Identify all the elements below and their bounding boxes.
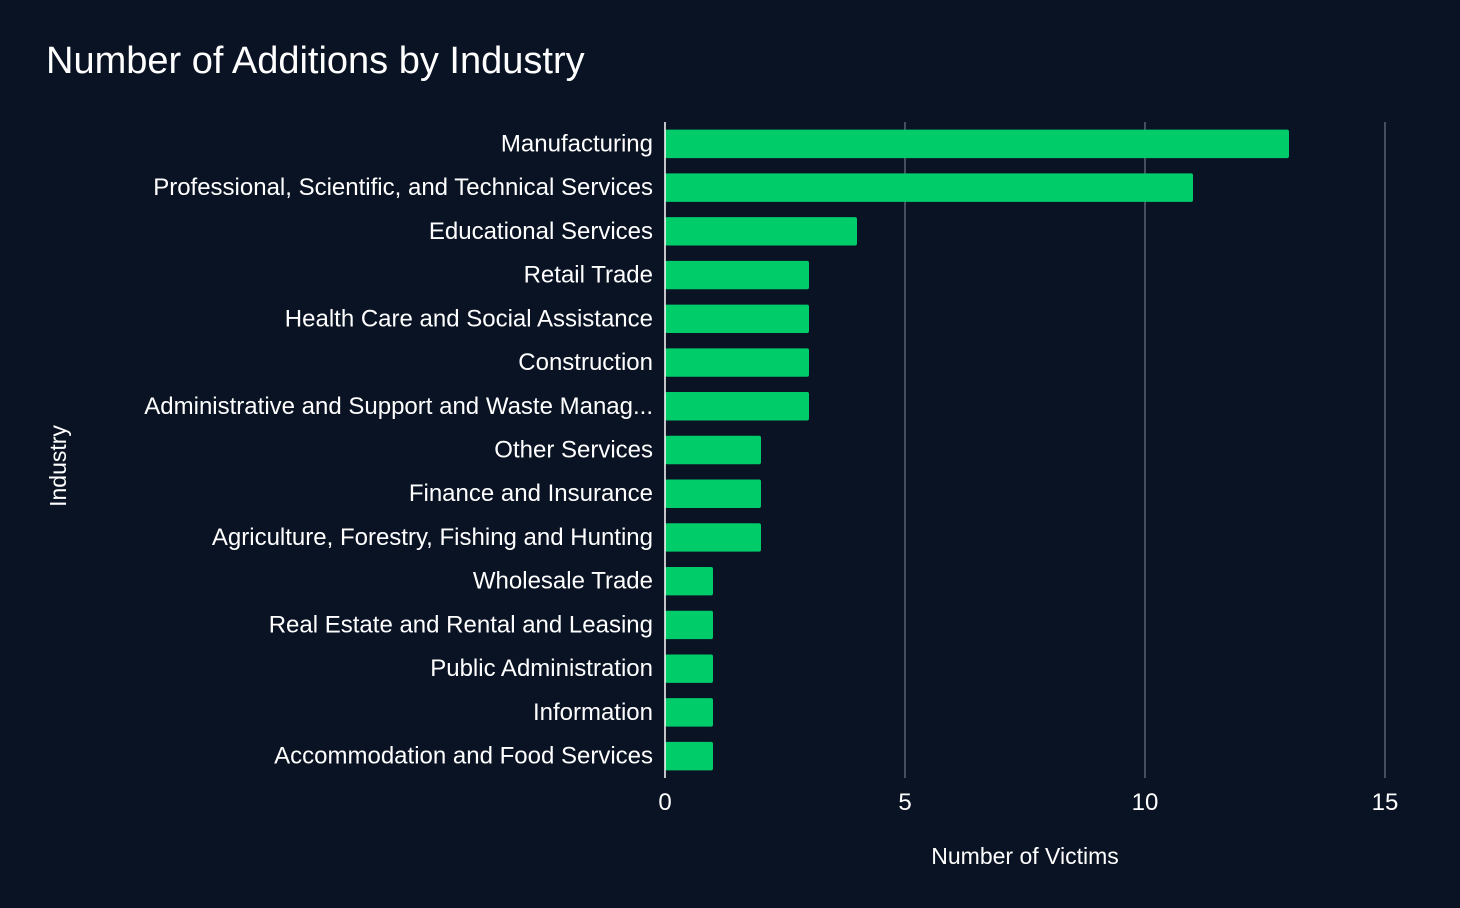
category-label: Retail Trade	[524, 262, 653, 289]
category-label: Agriculture, Forestry, Fishing and Hunti…	[212, 524, 653, 551]
category-label: Manufacturing	[501, 130, 653, 157]
y-axis-title: Industry	[45, 425, 71, 507]
bar	[665, 173, 1193, 202]
bar	[665, 392, 809, 421]
x-tick-labels: 0 5 10 15	[658, 789, 1398, 816]
x-tick-label: 15	[1372, 789, 1399, 816]
bar	[665, 304, 809, 334]
x-tick-label: 10	[1132, 789, 1159, 816]
category-label: Administrative and Support and Waste Man…	[144, 393, 653, 420]
bar	[665, 741, 713, 771]
bar	[665, 348, 809, 377]
bar	[665, 523, 761, 552]
category-label: Information	[533, 699, 653, 726]
category-label: Other Services	[494, 437, 653, 464]
bar	[665, 654, 713, 683]
category-label: Finance and Insurance	[409, 480, 653, 507]
category-label: Accommodation and Food Services	[274, 743, 653, 770]
bar	[665, 698, 713, 727]
category-labels: Manufacturing Professional, Scientific, a…	[144, 130, 653, 769]
category-label: Educational Services	[429, 218, 653, 245]
bar	[665, 435, 761, 465]
category-label: Health Care and Social Assistance	[285, 305, 653, 332]
bar	[665, 260, 809, 290]
bar	[665, 479, 761, 508]
x-tick-label: 0	[658, 789, 671, 816]
category-label: Construction	[518, 349, 653, 376]
bars	[665, 129, 1289, 771]
category-label: Professional, Scientific, and Technical …	[153, 174, 653, 201]
category-label: Real Estate and Rental and Leasing	[269, 611, 653, 638]
category-label: Wholesale Trade	[473, 568, 653, 595]
chart-title: Number of Additions by Industry	[46, 40, 585, 82]
bar	[665, 129, 1289, 159]
gridlines	[904, 122, 1386, 778]
bar	[665, 610, 713, 640]
category-label: Public Administration	[430, 655, 653, 682]
bar	[665, 217, 857, 246]
x-axis-title: Number of Victims	[931, 843, 1118, 869]
bar	[665, 566, 713, 596]
x-tick-label: 5	[898, 789, 911, 816]
